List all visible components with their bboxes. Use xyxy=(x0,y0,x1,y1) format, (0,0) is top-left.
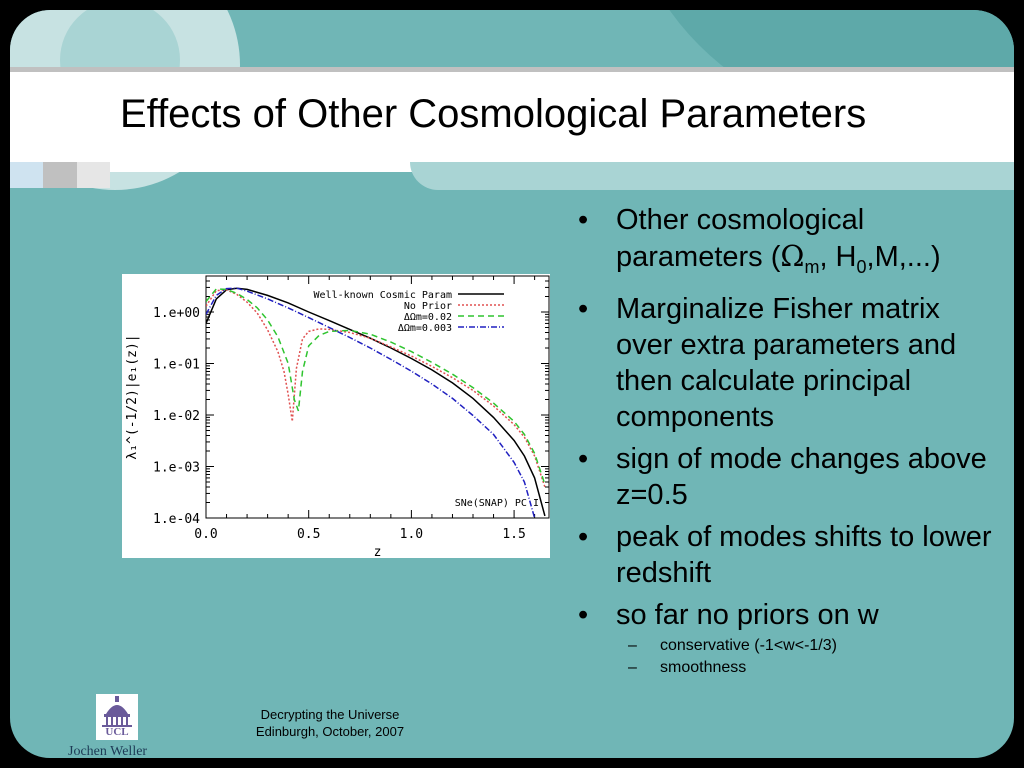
y-axis-label: λ₁^(-1/2)|e₁(z)| xyxy=(125,334,140,459)
subscript-m: m xyxy=(804,256,820,277)
sub-bullet-marker: – xyxy=(628,658,637,676)
subscript-0: 0 xyxy=(856,256,867,277)
bullet-item: • so far no priors on w xyxy=(570,597,1000,633)
bullet-text: sign of mode changes above z=0.5 xyxy=(616,442,987,511)
bullet-item: • peak of modes shifts to lower redshift xyxy=(570,519,1000,591)
y-tick-label: 1.e-01 xyxy=(153,357,200,372)
bullet-text: peak of modes shifts to lower redshift xyxy=(616,520,992,589)
series-line xyxy=(206,289,546,488)
author-name: Jochen Weller xyxy=(68,744,148,758)
bullet-item: • Marginalize Fisher matrix over extra p… xyxy=(570,291,1000,435)
footer-text: Decrypting the Universe Edinburgh, Octob… xyxy=(225,706,435,740)
sub-bullet-item: – smoothness xyxy=(570,657,1000,679)
deco-bar-2 xyxy=(43,162,77,188)
y-tick-label: 1.e+00 xyxy=(153,306,200,321)
bullet-text: , H xyxy=(819,241,857,273)
bullet-text: Other cosmological parameters ( xyxy=(616,204,865,273)
series-line xyxy=(206,287,546,517)
x-axis-label: z xyxy=(374,545,382,558)
x-tick-label: 0.5 xyxy=(297,527,320,542)
omega-symbol: Ω xyxy=(780,239,805,273)
slide-title: Effects of Other Cosmological Parameters xyxy=(120,92,867,136)
legend-label: No Prior xyxy=(404,301,452,312)
sub-bullet-text: conservative (-1<w<-1/3) xyxy=(660,636,837,654)
title-band-lower-tint xyxy=(410,162,1014,190)
chart-panel: 1.e+00 1.e-01 1.e-02 1.e-03 1.e-04 0.0 0.5 1.0 1… xyxy=(122,274,550,558)
series-line xyxy=(206,287,536,518)
bullet-marker: • xyxy=(578,520,589,553)
sub-bullet-item: – conservative (-1<w<-1/3) xyxy=(570,635,1000,657)
legend-label: ΔΩm=0.003 xyxy=(398,323,452,334)
bullet-list: • Other cosmological parameters (Ωm, H0,… xyxy=(570,202,1000,679)
slide: Effects of Other Cosmological Parameters… xyxy=(10,10,1014,758)
deco-bar-1 xyxy=(10,162,43,188)
legend-label: Well-known Cosmic Param xyxy=(314,290,452,301)
chart-annotation: SNe(SNAP) PC I xyxy=(455,498,539,509)
title-band xyxy=(10,70,1014,172)
ucl-logo: UCL xyxy=(96,694,138,740)
ucl-dome-icon xyxy=(102,696,132,727)
title-band-shadow xyxy=(10,67,1014,72)
y-tick-label: 1.e-04 xyxy=(153,512,200,527)
sub-bullet-text: smoothness xyxy=(660,658,747,676)
x-tick-label: 0.0 xyxy=(194,527,217,542)
y-tick-label: 1.e-02 xyxy=(153,409,200,424)
logo-text: UCL xyxy=(105,726,129,738)
sub-bullet-marker: – xyxy=(628,636,637,654)
x-tick-label: 1.5 xyxy=(502,527,525,542)
footer-line-1: Decrypting the Universe xyxy=(260,707,400,722)
bullet-text: ,M,...) xyxy=(866,241,941,273)
bullet-text: so far no priors on w xyxy=(616,598,879,631)
legend-label: ΔΩm=0.02 xyxy=(404,312,452,323)
bullet-marker: • xyxy=(578,204,589,236)
y-tick-label: 1.e-03 xyxy=(153,460,200,475)
deco-bar-3 xyxy=(77,162,110,188)
bullet-item: • Other cosmological parameters (Ωm, H0,… xyxy=(570,202,1000,285)
chart: 1.e+00 1.e-01 1.e-02 1.e-03 1.e-040.0 0.5 1.0 1… xyxy=(125,275,550,558)
bullet-item: • sign of mode changes above z=0.5 xyxy=(570,441,1000,513)
footer-line-2: Edinburgh, October, 2007 xyxy=(255,724,405,739)
bullet-marker: • xyxy=(578,292,589,325)
series-line xyxy=(206,288,546,485)
bullet-marker: • xyxy=(578,598,589,631)
bullet-marker: • xyxy=(578,442,589,475)
x-tick-label: 1.0 xyxy=(400,527,423,542)
plot-frame xyxy=(205,275,550,519)
bullet-text: Marginalize Fisher matrix over extra par… xyxy=(616,292,957,433)
